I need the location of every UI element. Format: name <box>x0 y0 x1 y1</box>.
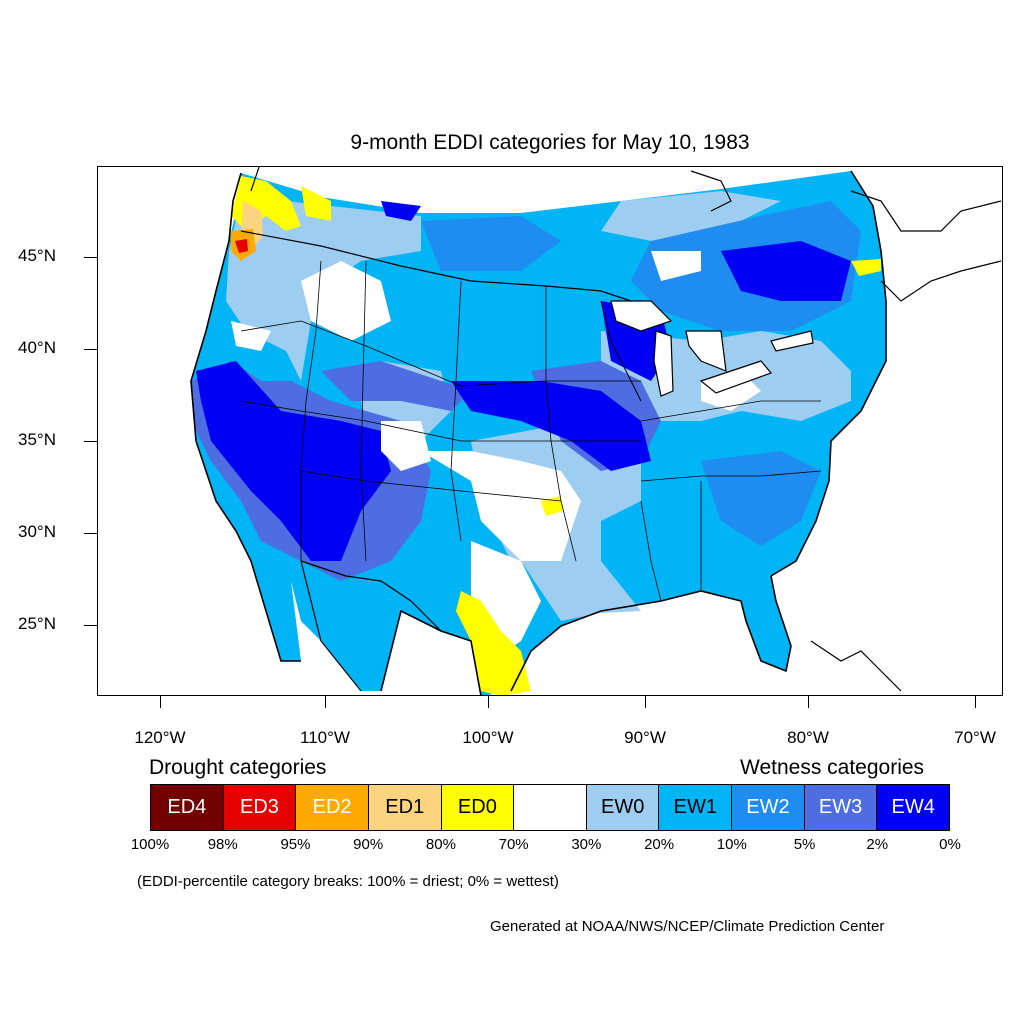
region-ew0 <box>521 561 641 621</box>
latitude-label: 35°N <box>18 430 56 449</box>
legend-ed1: ED1 <box>368 785 442 830</box>
eddi-map <box>190 167 1002 695</box>
legend-ew2: EW2 <box>732 785 805 830</box>
longitude-tick <box>808 696 809 708</box>
state-line-e2 <box>640 470 822 482</box>
legend-ew4: EW4 <box>877 785 950 830</box>
map-title: 9-month EDDI categories for May 10, 1983 <box>350 131 750 154</box>
category-break-label: 0% <box>939 836 961 853</box>
region-ed0 <box>456 591 531 695</box>
region-ew2 <box>701 451 821 546</box>
us-canada-border <box>240 230 632 302</box>
lake-superior <box>610 300 673 332</box>
legend-ew1: EW1 <box>659 785 733 830</box>
category-break-label: 95% <box>280 836 311 853</box>
region-ew4 <box>721 241 851 301</box>
lake-erie <box>699 360 773 394</box>
state-line-e1 <box>640 400 821 422</box>
category-break-label: 80% <box>425 836 456 853</box>
latitude-tick <box>84 257 97 258</box>
gulf-coast-east <box>510 575 792 692</box>
region-neutral <box>381 421 431 471</box>
category-break-label: 20% <box>644 836 675 853</box>
longitude-label: 70°W <box>954 728 996 747</box>
latitude-label: 45°N <box>18 246 56 265</box>
category-break-label: 70% <box>498 836 529 853</box>
lake-ontario <box>770 330 814 352</box>
region-neutral <box>651 251 701 281</box>
map-panel <box>97 166 1003 696</box>
region-neutral <box>231 321 271 351</box>
state-line-w2 <box>360 260 367 562</box>
category-break-label: 5% <box>793 836 816 853</box>
category-note: (EDDI-percentile category breaks: 100% =… <box>137 873 559 890</box>
longitude-tick <box>488 696 489 708</box>
legend-ed4: ED4 <box>151 785 224 830</box>
region-ew4 <box>196 361 391 561</box>
latitude-label: 30°N <box>18 522 56 541</box>
category-break-label: 30% <box>571 836 602 853</box>
baja-gulf-coast <box>300 560 362 692</box>
latitude-label: 25°N <box>18 614 56 633</box>
state-line-e3 <box>640 500 662 602</box>
lake-huron <box>685 330 727 372</box>
category-break-label: 10% <box>716 836 747 853</box>
canada-coast <box>850 190 1002 232</box>
longitude-tick <box>975 696 976 708</box>
state-line-h1 <box>240 320 641 387</box>
legend-ew3: EW3 <box>804 785 878 830</box>
longitude-label: 110°W <box>300 728 350 747</box>
legend-neutral <box>514 785 587 830</box>
longitude-label: 100°W <box>462 728 514 747</box>
state-line-h3 <box>300 470 562 502</box>
state-line-h2 <box>240 400 641 442</box>
region-neutral <box>421 451 581 561</box>
drought-categories-heading: Drought categories <box>149 756 327 779</box>
credit-line: Generated at NOAA/NWS/NCEP/Climate Predi… <box>490 918 885 935</box>
lake-michigan <box>653 330 674 397</box>
latitude-tick <box>84 625 97 626</box>
region-ed0 <box>851 259 881 276</box>
category-break-label: 100% <box>130 836 170 853</box>
caribbean-islands <box>810 640 902 692</box>
latitude-tick <box>84 349 97 350</box>
region-ew4 <box>451 381 651 471</box>
hudson-bay-edge <box>690 170 732 212</box>
category-break-label: 2% <box>866 836 889 853</box>
latitude-tick <box>84 441 97 442</box>
legend-ed0: ED0 <box>441 785 515 830</box>
mississippi-line <box>600 300 642 402</box>
atlantic-coast <box>770 170 887 577</box>
category-break-label: 90% <box>353 836 384 853</box>
region-neutral <box>301 261 391 341</box>
region-ew0 <box>601 191 781 241</box>
region-ed3 <box>235 239 248 253</box>
longitude-tick <box>160 696 161 708</box>
legend-ed3: ED3 <box>223 785 297 830</box>
region-ew3 <box>321 361 471 411</box>
west-coastline <box>190 172 301 662</box>
maritimes-coast <box>880 260 1002 302</box>
latitude-tick <box>84 533 97 534</box>
wetness-categories-heading: Wetness categories <box>740 756 925 779</box>
longitude-tick <box>325 696 326 708</box>
category-legend: ED4 ED3 ED2 ED1 ED0 EW0 EW1 EW2 EW3 EW4 <box>150 784 950 831</box>
us-mexico-border <box>300 560 442 632</box>
longitude-label: 120°W <box>134 728 186 747</box>
longitude-label: 80°W <box>787 728 829 747</box>
longitude-tick <box>645 696 646 708</box>
legend-ew0: EW0 <box>586 785 660 830</box>
state-line-w1 <box>300 260 322 561</box>
bc-coast <box>250 167 260 192</box>
category-break-label: 98% <box>207 836 238 853</box>
longitude-label: 90°W <box>624 728 666 747</box>
latitude-label: 40°N <box>18 338 56 357</box>
legend-ed2: ED2 <box>296 785 369 830</box>
state-line-c1 <box>450 280 462 542</box>
region-ew4 <box>381 201 421 221</box>
region-ew2 <box>421 216 561 271</box>
region-ed0 <box>301 186 331 221</box>
